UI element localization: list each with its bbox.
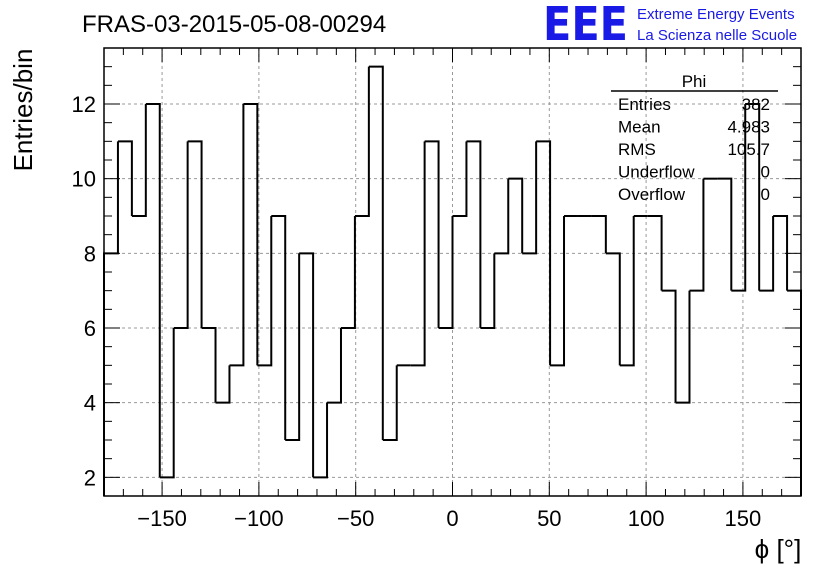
histogram-bin: [229, 104, 245, 367]
histogram-bin: [438, 216, 454, 329]
x-tick-label: −100: [234, 506, 284, 531]
y-tick-label: 2: [84, 465, 96, 490]
x-tick-label: −50: [337, 506, 374, 531]
histogram-bin: [257, 216, 273, 367]
histogram-bin: [187, 140, 203, 328]
chart-title: FRAS-03-2015-05-08-00294: [82, 11, 386, 38]
histogram-bin: [536, 140, 552, 366]
histogram-bin: [591, 215, 607, 254]
brand-line-1: Extreme Energy Events: [637, 6, 795, 23]
histogram-bin: [131, 104, 147, 217]
eee-logo: EEE: [543, 0, 628, 51]
y-tick-label: 4: [84, 391, 96, 416]
histogram-bin: [522, 141, 538, 255]
histogram-bin: [382, 365, 398, 441]
stats-label: RMS: [618, 140, 656, 159]
y-tick-label: 8: [84, 241, 96, 266]
histogram-bin: [299, 252, 315, 478]
x-tick-label: 150: [725, 506, 762, 531]
histogram-bin: [215, 365, 231, 404]
histogram-bin: [313, 402, 329, 479]
stats-value: 105.7: [727, 140, 770, 159]
histogram-bin: [619, 216, 635, 367]
stats-rows: Entries 382 Mean 4.983 RMS 105.7 Underflow 0 Ove…: [618, 95, 770, 204]
histogram-bin: [424, 140, 440, 328]
brand-line-2: La Scienza nelle Scuole: [637, 27, 797, 44]
stats-name: Phi: [682, 72, 707, 91]
y-tick-label: 12: [72, 92, 96, 117]
stats-label: Overflow: [618, 185, 686, 204]
histogram-bin: [117, 140, 133, 216]
y-axis-label: Entries/bin: [8, 49, 38, 172]
histogram-bin: [717, 177, 733, 291]
histogram-bin: [508, 177, 524, 254]
histogram-bin: [452, 141, 468, 217]
histogram-bin: [340, 216, 356, 329]
histogram-bin: [103, 141, 119, 496]
histogram-bin: [145, 103, 161, 478]
stats-value: 382: [742, 95, 770, 114]
histogram-bin: [368, 65, 384, 440]
histogram-bin: [787, 289, 802, 496]
histogram-bin: [647, 215, 663, 291]
histogram-bars: [103, 65, 802, 496]
x-tick-label: 0: [446, 506, 458, 531]
histogram-bin: [159, 328, 175, 479]
stats-value: 0: [761, 185, 770, 204]
histogram-bin: [773, 215, 789, 291]
histogram-bin: [285, 253, 301, 441]
stats-label: Entries: [618, 95, 671, 114]
histogram-bin: [689, 178, 705, 292]
histogram-bin: [675, 290, 691, 404]
x-tick-label: −150: [137, 506, 187, 531]
histogram-bin: [550, 216, 566, 367]
histogram-bin: [271, 215, 287, 440]
x-axis-label: ϕ [°]: [755, 534, 802, 564]
histogram-bin: [731, 104, 747, 292]
x-tick-label: 50: [537, 506, 561, 531]
histogram-bin: [661, 289, 677, 403]
stats-box: Phi Entries 382 Mean 4.983 RMS 105.7 Underflow…: [611, 72, 778, 204]
stats-value: 4.983: [727, 118, 770, 137]
histogram-bin: [410, 141, 426, 367]
histogram-bin: [354, 66, 370, 217]
histogram-bin: [605, 252, 621, 366]
histogram-bin: [745, 103, 761, 291]
histogram-bin: [494, 178, 510, 255]
histogram-bin: [243, 103, 259, 366]
y-tick-label: 6: [84, 316, 96, 341]
x-tick-label: 100: [628, 506, 665, 531]
histogram-bin: [759, 216, 775, 292]
axes: −150 −100 −50 0 50 100 150 2 4 6 8 10 12: [72, 47, 802, 531]
stats-label: Underflow: [618, 163, 695, 182]
histogram-bin: [466, 140, 482, 328]
y-tick-label: 10: [72, 167, 96, 192]
histogram-bin: [480, 253, 496, 329]
histogram-bin: [327, 328, 342, 404]
histogram-bin: [173, 141, 189, 329]
histogram-bin: [201, 327, 217, 403]
stats-label: Mean: [618, 118, 661, 137]
stats-value: 0: [761, 163, 770, 182]
